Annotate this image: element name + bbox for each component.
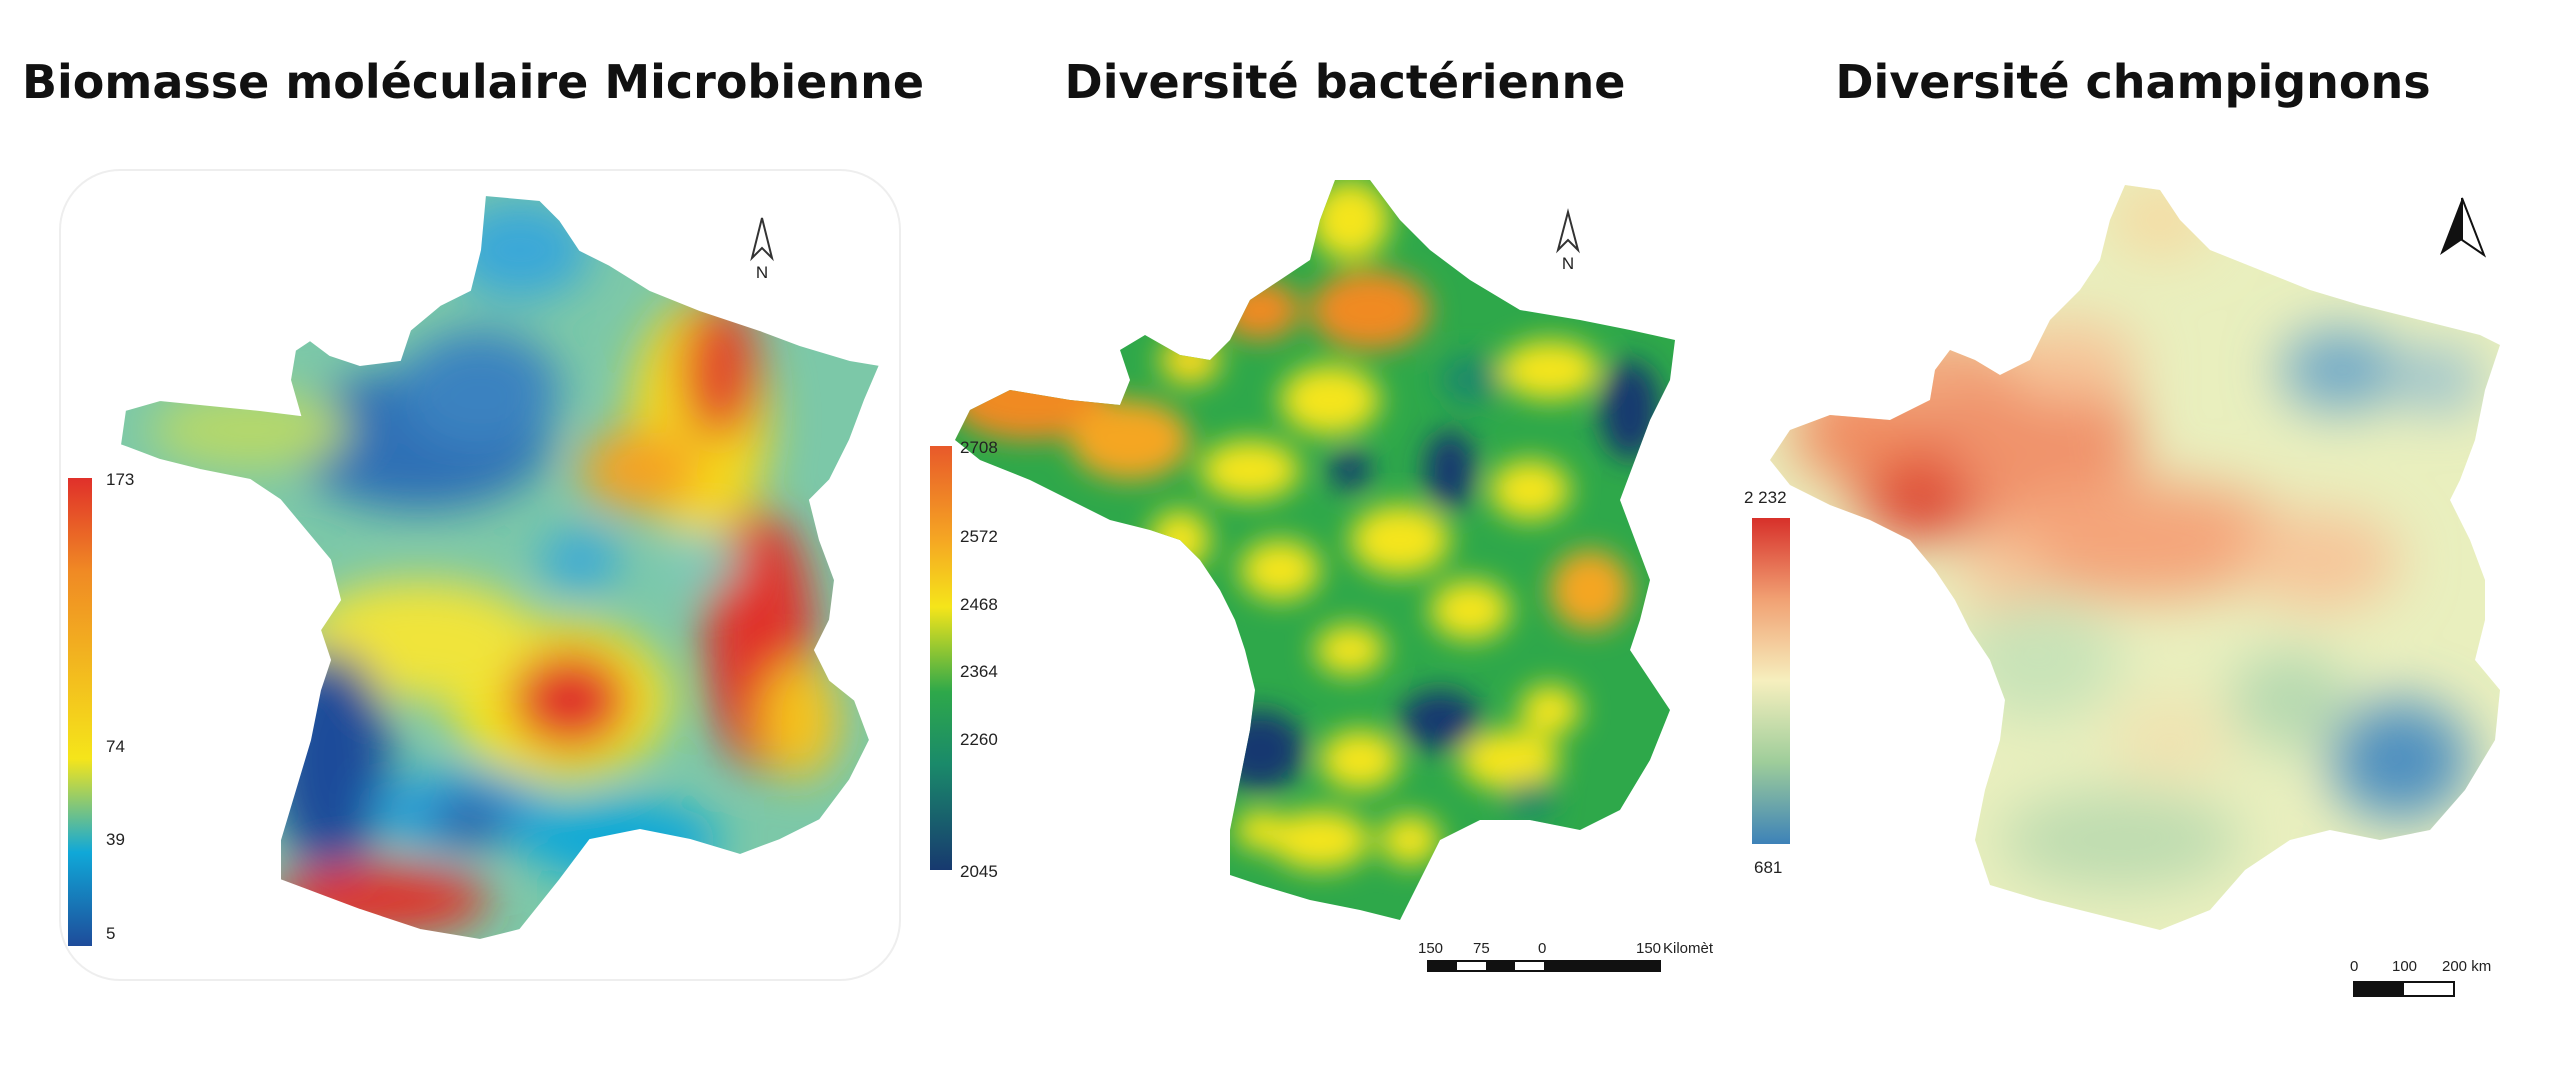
map-title-biomass: Biomasse moléculaire Microbienne [21,55,925,109]
scale-label-150-right: 150 [1636,940,1662,957]
scale-label-75: 75 [1473,940,1490,957]
scale-label-0: 0 [1538,940,1547,957]
legend-tick-2708: 2708 [960,438,998,457]
map-panel-fungal-diversity: 2 232 681 0 100 200 km [1740,140,2560,1000]
legend-tick-173: 173 [106,470,135,489]
map-title-bacterial-diversity: Diversité bactérienne [1064,55,1626,109]
bacterial-map-svg: N [930,180,1675,972]
map-panel-biomass: N 173 74 39 5 [0,140,920,1000]
north-arrow-icon: N [750,217,774,282]
north-label: N [756,263,768,282]
scale-label-150-left: 150 [1418,940,1444,957]
scale-bar [2353,981,2455,997]
legend-tick-39: 39 [106,830,125,849]
scale-label-200km: 200 km [2442,958,2492,975]
legend-colorbar-bacterial [930,446,952,870]
north-arrow-icon: N [1556,208,1580,273]
map-panel-bacterial-diversity: N 2708 2572 2468 2364 2260 2045 150 75 0… [930,140,1750,1000]
north-arrow-icon [2440,197,2487,258]
legend-tick-2468: 2468 [960,595,998,614]
legend-tick-2572: 2572 [960,527,998,546]
legend-tick-2045: 2045 [960,862,998,881]
biomass-map-svg: N [59,169,901,981]
legend-colorbar-fungal [1752,518,1790,844]
fungal-map-svg [1752,185,2500,997]
map-title-fungal-diversity: Diversité champignons [1835,55,2431,109]
legend-tick-2260: 2260 [960,730,998,749]
scale-unit-label: Kilomèt [1663,940,1714,957]
legend-colorbar-biomass [68,478,92,946]
scale-bar [1427,960,1661,972]
north-label: N [1562,254,1574,273]
legend-tick-681: 681 [1754,858,1783,877]
legend-tick-2232: 2 232 [1744,488,1787,507]
legend-tick-2364: 2364 [960,662,998,681]
scale-label-100: 100 [2392,958,2418,975]
legend-tick-5: 5 [106,924,116,943]
legend-tick-74: 74 [106,737,125,756]
scale-label-0: 0 [2350,958,2359,975]
